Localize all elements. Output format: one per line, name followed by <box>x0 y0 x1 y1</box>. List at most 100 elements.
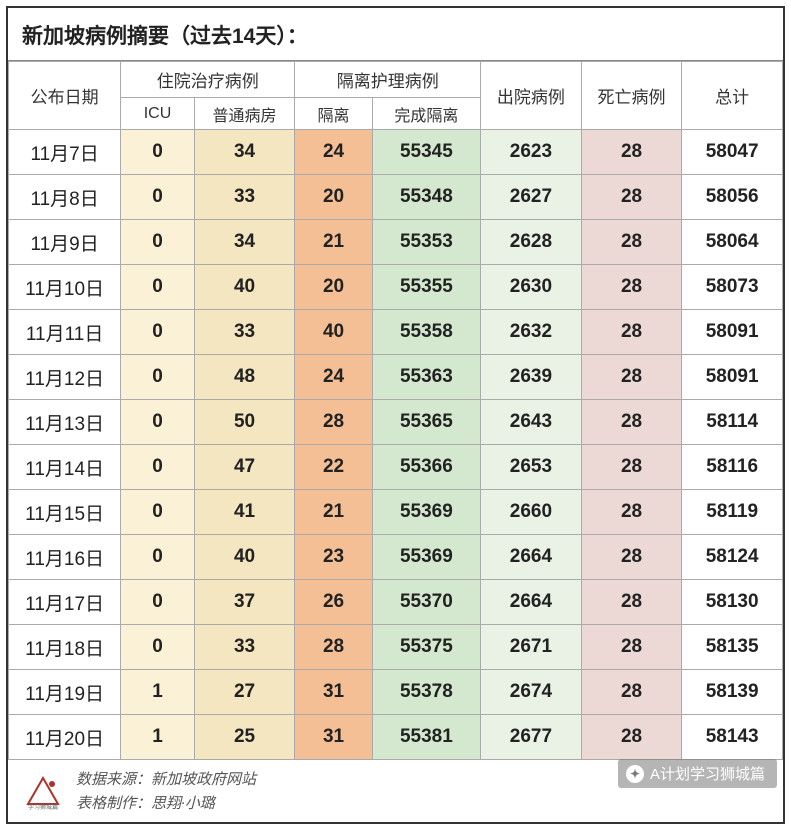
cell-death: 28 <box>581 445 682 490</box>
col-group-isolation: 隔离护理病例 <box>295 62 481 98</box>
cell-date: 11月10日 <box>9 265 121 310</box>
cell-icu: 0 <box>121 445 195 490</box>
cell-dis: 2623 <box>481 130 582 175</box>
cell-ward: 48 <box>194 355 295 400</box>
table-row: 11月9日034215535326282858064 <box>9 220 783 265</box>
cell-date: 11月11日 <box>9 310 121 355</box>
cell-icu: 0 <box>121 490 195 535</box>
cell-total: 58073 <box>682 265 783 310</box>
cell-iso: 20 <box>295 265 372 310</box>
col-header-deaths: 死亡病例 <box>581 62 682 130</box>
cell-death: 28 <box>581 400 682 445</box>
cell-death: 28 <box>581 715 682 760</box>
table-row: 11月8日033205534826272858056 <box>9 175 783 220</box>
cell-date: 11月16日 <box>9 535 121 580</box>
maker-label: 表格制作： <box>76 796 151 812</box>
cell-dis: 2643 <box>481 400 582 445</box>
cell-ward: 34 <box>194 130 295 175</box>
cell-iso: 40 <box>295 310 372 355</box>
cell-date: 11月7日 <box>9 130 121 175</box>
cell-done: 55353 <box>372 220 480 265</box>
cell-iso: 26 <box>295 580 372 625</box>
cell-dis: 2677 <box>481 715 582 760</box>
table-row: 11月11日033405535826322858091 <box>9 310 783 355</box>
summary-table-container: 新加坡病例摘要（过去14天）： 公布日期 住院治疗病例 隔离护理病例 出院病例 … <box>6 6 785 824</box>
cell-total: 58130 <box>682 580 783 625</box>
cell-death: 28 <box>581 130 682 175</box>
cell-done: 55358 <box>372 310 480 355</box>
cell-death: 28 <box>581 625 682 670</box>
cell-total: 58119 <box>682 490 783 535</box>
cell-done: 55363 <box>372 355 480 400</box>
col-header-iso: 隔离 <box>295 98 372 130</box>
cell-done: 55345 <box>372 130 480 175</box>
col-group-hospitalized: 住院治疗病例 <box>121 62 295 98</box>
cell-death: 28 <box>581 355 682 400</box>
cell-total: 58091 <box>682 355 783 400</box>
cell-total: 58135 <box>682 625 783 670</box>
cell-dis: 2632 <box>481 310 582 355</box>
cell-ward: 47 <box>194 445 295 490</box>
cell-iso: 28 <box>295 625 372 670</box>
cell-ward: 34 <box>194 220 295 265</box>
cell-dis: 2664 <box>481 580 582 625</box>
table-title: 新加坡病例摘要（过去14天）： <box>8 8 783 61</box>
cell-ward: 41 <box>194 490 295 535</box>
cell-ward: 33 <box>194 175 295 220</box>
cell-done: 55375 <box>372 625 480 670</box>
cell-done: 55348 <box>372 175 480 220</box>
cell-iso: 24 <box>295 355 372 400</box>
col-header-icu: ICU <box>121 98 195 130</box>
cell-done: 55366 <box>372 445 480 490</box>
cell-icu: 0 <box>121 400 195 445</box>
source-label: 数据来源： <box>76 772 151 788</box>
table-row: 11月12日048245536326392858091 <box>9 355 783 400</box>
cell-date: 11月18日 <box>9 625 121 670</box>
cell-ward: 33 <box>194 310 295 355</box>
cell-dis: 2639 <box>481 355 582 400</box>
footer-meta: 数据来源：新加坡政府网站 表格制作：思翔·小璐 <box>76 768 256 816</box>
table-row: 11月10日040205535526302858073 <box>9 265 783 310</box>
col-header-total: 总计 <box>682 62 783 130</box>
table-row: 11月7日034245534526232858047 <box>9 130 783 175</box>
cell-iso: 21 <box>295 490 372 535</box>
cell-ward: 27 <box>194 670 295 715</box>
cell-ward: 37 <box>194 580 295 625</box>
cell-ward: 33 <box>194 625 295 670</box>
cell-icu: 0 <box>121 310 195 355</box>
cell-total: 58064 <box>682 220 783 265</box>
cell-date: 11月15日 <box>9 490 121 535</box>
cell-total: 58124 <box>682 535 783 580</box>
cell-total: 58091 <box>682 310 783 355</box>
cell-iso: 20 <box>295 175 372 220</box>
cell-dis: 2627 <box>481 175 582 220</box>
cell-date: 11月20日 <box>9 715 121 760</box>
cell-date: 11月12日 <box>9 355 121 400</box>
table-row: 11月13日050285536526432858114 <box>9 400 783 445</box>
cell-ward: 50 <box>194 400 295 445</box>
brand-logo-icon: 学习狮城篇 <box>22 774 64 810</box>
cell-iso: 24 <box>295 130 372 175</box>
cell-icu: 0 <box>121 220 195 265</box>
cell-date: 11月19日 <box>9 670 121 715</box>
cell-dis: 2630 <box>481 265 582 310</box>
cell-done: 55369 <box>372 535 480 580</box>
cell-iso: 28 <box>295 400 372 445</box>
cell-total: 58139 <box>682 670 783 715</box>
cell-icu: 0 <box>121 625 195 670</box>
cell-death: 28 <box>581 670 682 715</box>
cell-dis: 2660 <box>481 490 582 535</box>
cell-icu: 0 <box>121 265 195 310</box>
cell-date: 11月9日 <box>9 220 121 265</box>
cell-icu: 1 <box>121 670 195 715</box>
cell-done: 55369 <box>372 490 480 535</box>
cell-death: 28 <box>581 310 682 355</box>
cell-date: 11月17日 <box>9 580 121 625</box>
cell-ward: 40 <box>194 535 295 580</box>
cell-ward: 25 <box>194 715 295 760</box>
cell-done: 55355 <box>372 265 480 310</box>
svg-text:学习狮城篇: 学习狮城篇 <box>28 803 58 810</box>
cell-icu: 0 <box>121 130 195 175</box>
cell-dis: 2653 <box>481 445 582 490</box>
table-row: 11月16日040235536926642858124 <box>9 535 783 580</box>
